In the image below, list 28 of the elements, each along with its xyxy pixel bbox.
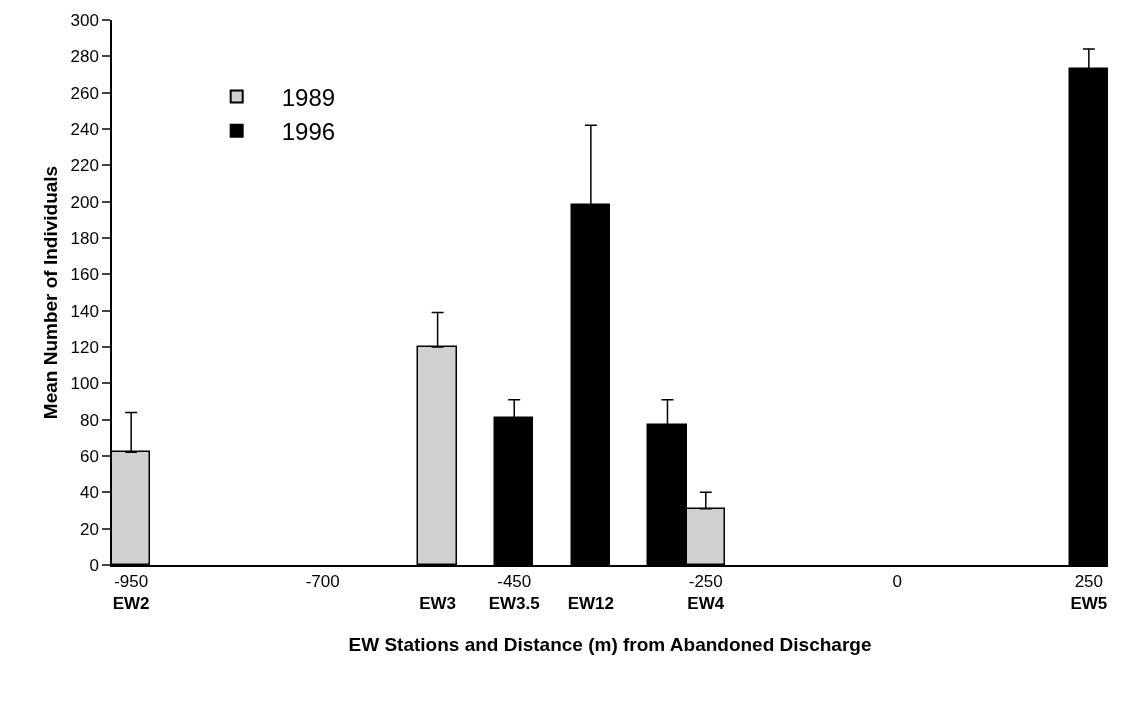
y-tick-label: 180 (70, 228, 99, 248)
y-tick-label: 300 (70, 10, 99, 30)
y-tick-label: 0 (89, 555, 99, 575)
y-axis-title: Mean Number of Individuals (39, 165, 61, 420)
x-tick-label: 0 (892, 572, 903, 592)
legend-label: 1989 (281, 83, 336, 111)
x-tick-label: EW12 (567, 594, 614, 614)
y-tick-label: 240 (70, 119, 99, 139)
y-tick-label: 40 (79, 483, 99, 503)
y-tick-label: 160 (70, 265, 99, 285)
y-tick-label: 140 (70, 301, 99, 321)
y-tick-label: 280 (70, 47, 99, 67)
x-tick-label: -950 EW2 (112, 572, 150, 614)
y-tick-label: 260 (70, 83, 99, 103)
x-tick-label: -700 (305, 572, 340, 592)
x-tick-label: EW3 (419, 594, 457, 614)
x-tick-label: 250 EW5 (1070, 572, 1108, 614)
y-tick-label: 80 (79, 410, 99, 430)
y-tick-label: 200 (70, 192, 99, 212)
y-tick-label: 120 (70, 337, 99, 357)
y-tick-label: 100 (70, 374, 99, 394)
x-tick-label: -250 EW4 (687, 572, 725, 614)
x-tick-label: -450 EW3.5 (488, 572, 540, 614)
x-axis-title: EW Stations and Distance (m) from Abandoned Discharge (348, 633, 872, 655)
legend-label: 1996 (281, 118, 336, 146)
y-tick-label: 60 (79, 446, 99, 466)
y-tick-label: 20 (79, 519, 99, 539)
y-tick-label: 220 (70, 156, 99, 176)
